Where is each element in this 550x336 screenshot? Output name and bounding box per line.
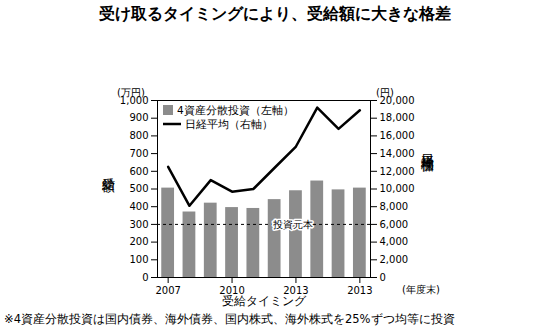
svg-text:16,000: 16,000 (380, 130, 415, 141)
svg-text:投資元本: 投資元本 (272, 219, 313, 230)
svg-text:600: 600 (129, 166, 148, 177)
svg-text:0: 0 (142, 272, 148, 283)
svg-text:2010: 2010 (219, 285, 244, 296)
svg-text:2007: 2007 (155, 285, 180, 296)
svg-text:900: 900 (129, 112, 148, 123)
svg-text:2,000: 2,000 (380, 254, 409, 265)
svg-text:2013: 2013 (283, 285, 308, 296)
svg-text:18,000: 18,000 (380, 112, 415, 123)
svg-text:700: 700 (129, 148, 148, 159)
svg-text:10,000: 10,000 (380, 183, 415, 194)
svg-text:14,000: 14,000 (380, 148, 415, 159)
svg-text:4,000: 4,000 (380, 236, 409, 247)
svg-text:12,000: 12,000 (380, 166, 415, 177)
svg-text:500: 500 (129, 183, 148, 194)
svg-text:800: 800 (129, 130, 148, 141)
svg-text:200: 200 (129, 236, 148, 247)
svg-text:2013: 2013 (347, 285, 372, 296)
svg-text:6,000: 6,000 (380, 219, 409, 230)
svg-text:8,000: 8,000 (380, 201, 409, 212)
svg-text:100: 100 (129, 254, 148, 265)
svg-text:300: 300 (129, 219, 148, 230)
svg-text:0: 0 (380, 272, 386, 283)
svg-text:400: 400 (129, 201, 148, 212)
